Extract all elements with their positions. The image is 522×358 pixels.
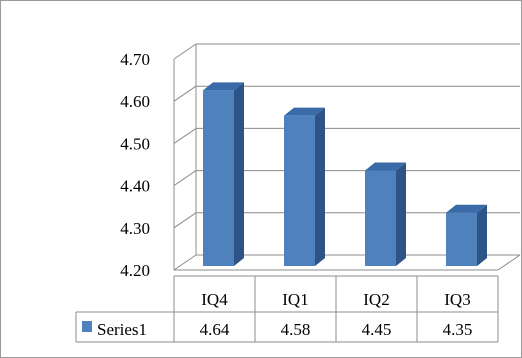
bar-side [396, 162, 406, 266]
y-tick-label: 4.50 [120, 134, 150, 153]
gridline-side [173, 127, 197, 144]
x-category-label: IQ4 [201, 290, 228, 309]
bar [365, 170, 396, 266]
floor-right-edge [497, 254, 521, 271]
bar-top [203, 82, 244, 91]
y-tick-label: 4.30 [120, 219, 150, 238]
x-category-label: IQ3 [444, 290, 470, 309]
gridline-side [173, 170, 197, 187]
x-category-label: IQ2 [363, 290, 389, 309]
bar-side [234, 82, 244, 266]
y-tick-label: 4.70 [120, 50, 150, 69]
grid-layer [173, 43, 521, 271]
data-value-label: 4.64 [200, 320, 230, 339]
bar-top [284, 107, 325, 116]
gridline-side [173, 254, 197, 271]
gridline-side [173, 212, 197, 229]
bar [446, 212, 477, 266]
bar-side [315, 107, 325, 266]
bar-side [477, 204, 487, 266]
y-tick-label: 4.20 [120, 261, 150, 280]
y-tick-label: 4.60 [120, 92, 150, 111]
gridline-side [173, 85, 197, 102]
legend-label: Series1 [97, 320, 147, 339]
bar [284, 115, 315, 266]
legend-swatch [82, 321, 92, 332]
x-category-label: IQ1 [282, 290, 308, 309]
y-tick-label: 4.40 [120, 177, 150, 196]
data-table: IQ4 4.64 IQ1 4.58 IQ2 4.45 IQ3 4.35 Series1 [75, 275, 499, 343]
data-value-label: 4.58 [281, 320, 311, 339]
gridline-side [173, 43, 197, 60]
bar-top [365, 162, 406, 171]
bars [203, 82, 487, 266]
bar-top [446, 204, 487, 213]
bar [203, 90, 234, 266]
data-value-label: 4.35 [443, 320, 473, 339]
y-axis-tick-labels: 4.70 4.60 4.50 4.40 4.30 4.20 [120, 50, 150, 280]
data-value-label: 4.45 [362, 320, 392, 339]
